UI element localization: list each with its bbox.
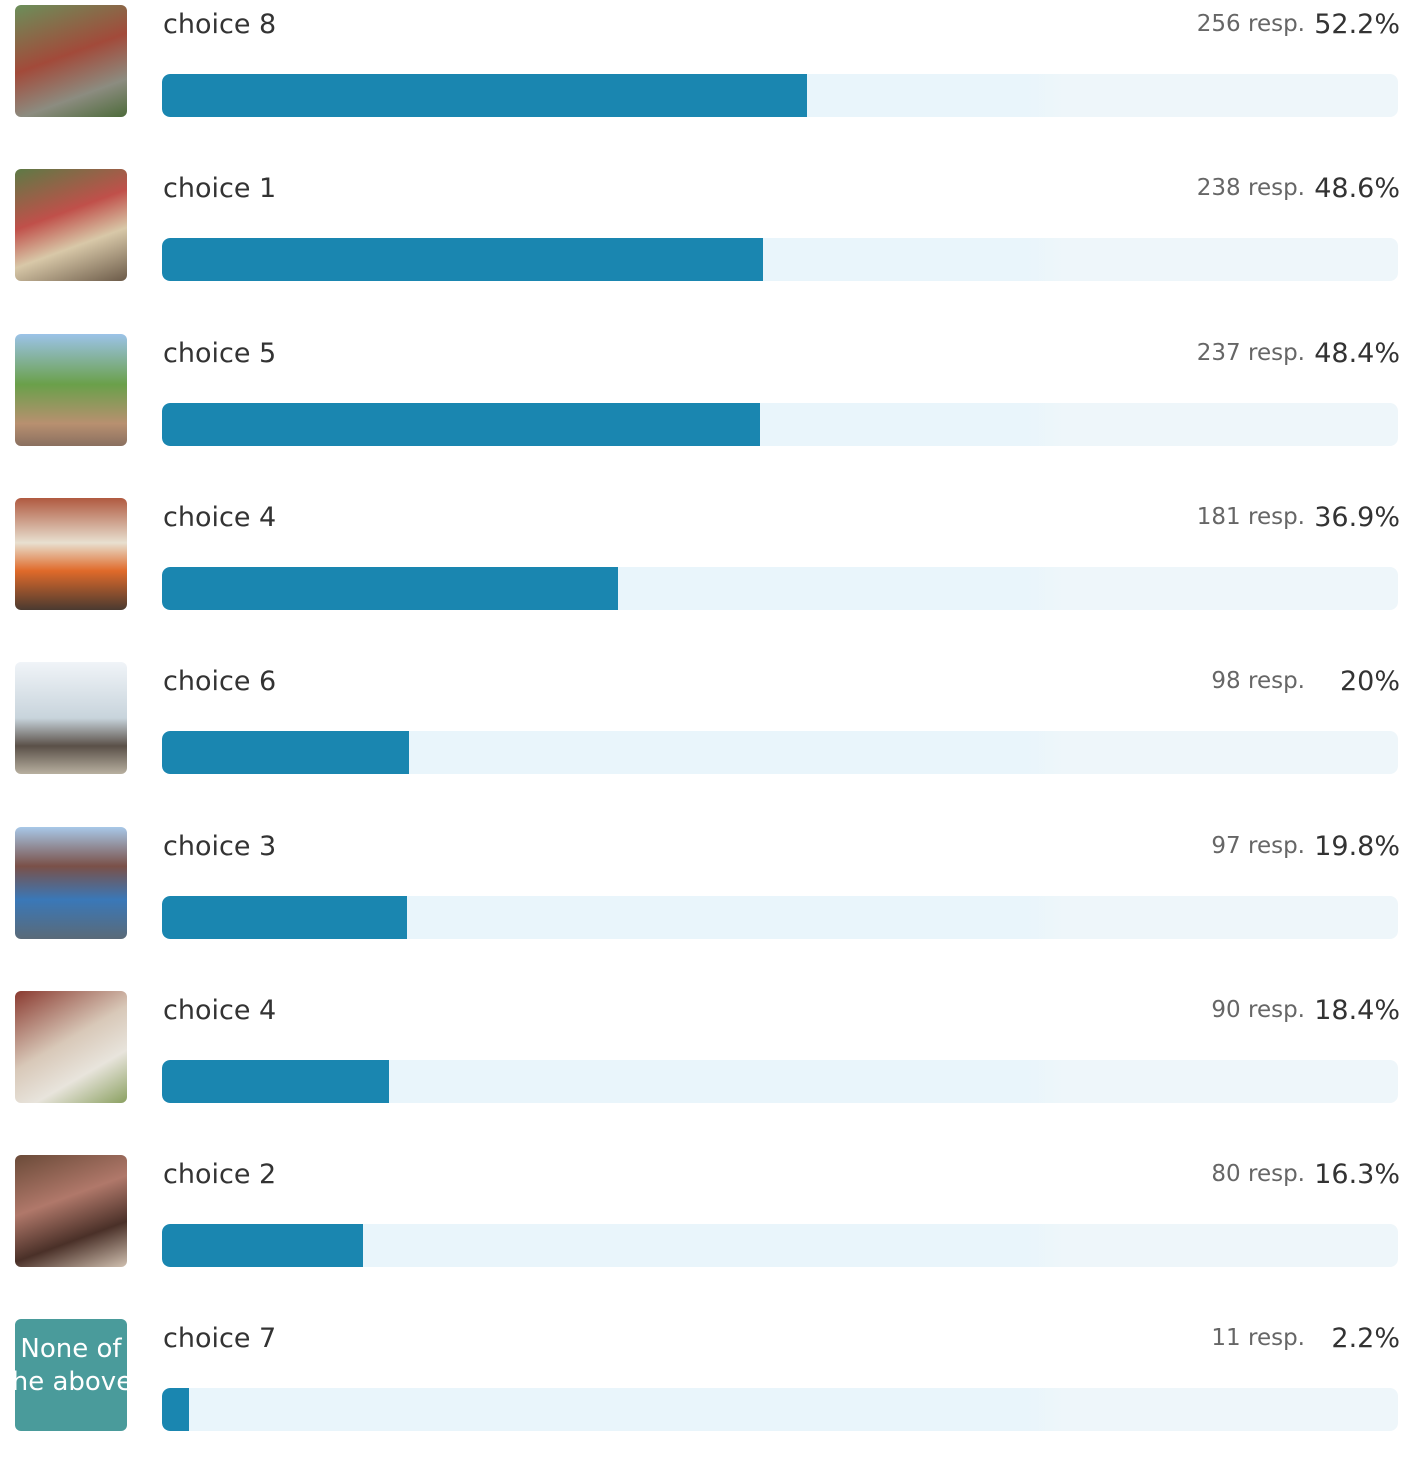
percent-label: 20% [1339,666,1400,698]
thumbnail [15,990,127,1103]
bar-track [162,731,1398,775]
percent-label: 16.3% [1314,1159,1400,1191]
bar [162,731,410,775]
thumbnail [15,1155,127,1268]
choice-label: choice 4 [163,994,277,1026]
thumbnail [15,826,127,939]
response-count: 237 resp. [1196,339,1305,366]
bar [162,402,761,446]
choice-label: choice 6 [163,666,277,698]
result-row: choice 8 256 resp. 52.2% [0,5,1407,165]
bar-track [162,1224,1398,1268]
percent-label: 52.2% [1314,9,1400,40]
thumbnail-text: None of the above. [15,1334,127,1398]
bar [162,74,808,117]
choice-label: choice 3 [163,830,277,862]
percent-label: 18.4% [1314,994,1400,1026]
bar-track [162,74,1398,117]
choice-label: choice 8 [163,9,277,40]
response-count: 11 resp. [1211,1325,1305,1352]
response-count: 90 resp. [1211,996,1305,1023]
bar [162,1224,364,1268]
bar-track [162,1059,1398,1103]
response-count: 181 resp. [1196,503,1305,530]
response-count: 238 resp. [1196,175,1305,202]
choice-label: choice 7 [163,1323,277,1355]
bar-track [162,1388,1398,1432]
thumbnail [15,497,127,610]
response-count: 256 resp. [1196,11,1305,37]
thumbnail [15,5,127,117]
percent-label: 48.6% [1314,173,1400,205]
percent-label: 2.2% [1331,1323,1400,1355]
bar-track [162,895,1398,939]
bar-track [162,402,1398,446]
percent-label: 19.8% [1314,830,1400,862]
thumbnail [15,333,127,446]
bar [162,1388,190,1432]
result-row: None of the above. choice 7 11 resp. 2.2% [0,1319,1407,1479]
bar [162,238,763,282]
choice-label: choice 2 [163,1159,277,1191]
result-row: choice 6 98 resp. 20% [0,662,1407,822]
response-count: 97 resp. [1211,832,1305,859]
result-row: choice 2 80 resp. 16.3% [0,1155,1407,1315]
bar [162,1059,390,1103]
thumbnail: None of the above. [15,1319,127,1432]
bar [162,566,619,610]
bar-track [162,566,1398,610]
thumbnail [15,169,127,282]
result-row: choice 3 97 resp. 19.8% [0,826,1407,987]
response-count: 80 resp. [1211,1161,1305,1188]
percent-label: 36.9% [1314,501,1400,533]
choice-label: choice 4 [163,501,277,533]
percent-label: 48.4% [1314,337,1400,369]
thumbnail [15,662,127,775]
bar-track [162,238,1398,282]
result-row: choice 4 90 resp. 18.4% [0,990,1407,1151]
response-count: 98 resp. [1211,668,1305,695]
result-row: choice 1 238 resp. 48.6% [0,169,1407,329]
bar [162,895,407,939]
choice-label: choice 5 [163,337,277,369]
result-row: choice 5 237 resp. 48.4% [0,333,1407,494]
choice-label: choice 1 [163,173,277,205]
poll-results: choice 8 256 resp. 52.2% choice 1 238 resp. 4… [0,5,1407,1432]
result-row: choice 4 181 resp. 36.9% [0,497,1407,658]
